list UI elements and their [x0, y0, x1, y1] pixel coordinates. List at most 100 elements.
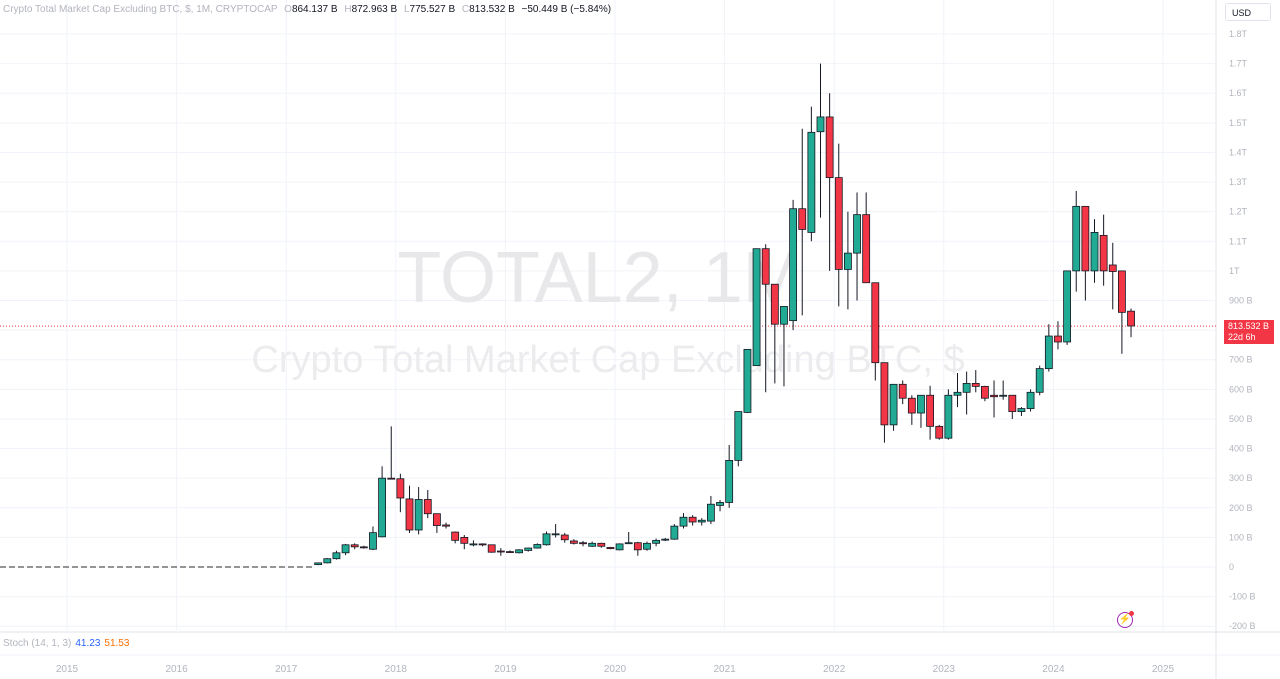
candle-down — [1127, 310, 1135, 327]
y-axis-label: 1.8T — [1229, 29, 1248, 39]
candle-up — [999, 394, 1008, 397]
candle-down — [1108, 264, 1117, 272]
candle-down — [990, 394, 998, 398]
candle-down — [432, 513, 441, 526]
candle-up — [752, 248, 761, 367]
candle-down — [633, 542, 642, 551]
stoch-d-value: 51.53 — [104, 638, 130, 649]
y-axis-label: 1.2T — [1229, 207, 1248, 217]
legend: Crypto Total Market Cap Excluding BTC, $… — [3, 4, 611, 15]
candle-up — [369, 532, 377, 550]
candle-up — [679, 516, 688, 527]
candle-down — [1118, 270, 1126, 313]
y-axis-label: 900 B — [1229, 296, 1253, 306]
x-axis-label: 2016 — [165, 664, 188, 675]
candle-down — [798, 208, 807, 230]
change-value: −50.449 B (−5.84%) — [521, 4, 612, 15]
candle-up — [697, 519, 706, 523]
y-axis-label: 1T — [1229, 266, 1240, 276]
candle-down — [688, 516, 697, 523]
y-axis-label: 0 — [1229, 562, 1234, 572]
candle-up — [1072, 205, 1081, 272]
watermark-description: Crypto Total Market Cap Excluding BTC, $ — [251, 339, 964, 381]
candle-down — [926, 394, 934, 427]
watermark-symbol: TOTAL2, 1M — [397, 238, 802, 318]
close-value: 813.532 B — [469, 4, 515, 15]
y-axis-label: 300 B — [1229, 473, 1253, 483]
candle-down — [359, 546, 368, 549]
stoch-k-value: 41.23 — [75, 638, 101, 649]
candle-down — [770, 283, 779, 325]
y-axis-label: 1.7T — [1229, 59, 1248, 69]
notification-dot-icon — [1129, 611, 1134, 616]
candle-down — [460, 536, 469, 544]
candle-down — [570, 540, 578, 544]
candle-down — [350, 544, 359, 548]
y-axis-label: 500 B — [1229, 414, 1253, 424]
candle-down — [825, 116, 834, 179]
candle-down — [1081, 205, 1090, 272]
candle-up — [414, 499, 423, 531]
y-axis-label: 1.1T — [1229, 236, 1248, 246]
candle-down — [907, 397, 916, 414]
high-label: H — [344, 4, 352, 15]
candle-up — [1026, 391, 1035, 409]
candle-up — [816, 116, 825, 133]
x-axis-label: 2017 — [275, 664, 298, 675]
candle-down — [871, 282, 880, 364]
candle-up — [332, 552, 341, 560]
y-axis-label: 1.6T — [1229, 88, 1248, 98]
candle-up — [624, 542, 633, 545]
candle-down — [442, 524, 450, 527]
candle-up — [551, 533, 560, 536]
candle-down — [506, 551, 514, 554]
candle-down — [478, 543, 487, 546]
candle-down — [862, 214, 871, 284]
low-label: L — [403, 4, 410, 15]
candle-up — [323, 558, 332, 564]
y-axis-label: 700 B — [1229, 355, 1253, 365]
symbol-title[interactable]: Crypto Total Market Cap Excluding BTC, $… — [3, 4, 278, 15]
x-axis-label: 2025 — [1152, 664, 1175, 675]
lightning-icon[interactable]: ⚡ — [1117, 611, 1134, 628]
candle-up — [917, 394, 925, 414]
bar-countdown: 22d 6h — [1228, 332, 1256, 342]
candle-up — [725, 460, 734, 503]
candle-down — [1008, 394, 1017, 412]
high-value: 872.963 B — [351, 4, 398, 15]
candle-up — [314, 562, 323, 566]
x-axis-label: 2022 — [823, 664, 846, 675]
x-axis-label: 2023 — [933, 664, 956, 675]
y-axis-label: 600 B — [1229, 384, 1253, 394]
candle-down — [898, 383, 907, 399]
candle-down — [597, 542, 606, 547]
last-price-value: 813.532 B — [1228, 321, 1270, 331]
candle-up — [661, 538, 670, 541]
y-axis-label: 1.4T — [1229, 147, 1248, 157]
candle-up — [652, 539, 660, 544]
candle-up — [542, 533, 551, 546]
candle-up — [670, 525, 679, 540]
candle-up — [780, 306, 788, 325]
currency-button[interactable]: USD — [1225, 3, 1271, 21]
candle-down — [423, 499, 432, 515]
candle-up — [953, 391, 962, 396]
candle-up — [469, 543, 478, 546]
candle-up — [1035, 368, 1044, 393]
close-label: C — [461, 4, 470, 15]
candle-down — [487, 544, 496, 553]
candle-up — [944, 394, 953, 439]
stoch-name: Stoch (14, 1, 3) — [3, 638, 72, 649]
y-axis-label: -200 B — [1229, 621, 1256, 631]
open-value: 864.137 B — [291, 4, 338, 15]
y-axis-label: 200 B — [1229, 503, 1253, 513]
candle-up — [844, 252, 852, 270]
candle-down — [880, 362, 889, 426]
candle-up — [515, 549, 523, 554]
y-axis-label: 1.5T — [1229, 118, 1248, 128]
candle-up — [524, 547, 533, 551]
candle-down — [451, 531, 460, 541]
stoch-indicator-legend[interactable]: Stoch (14, 1, 3) 41.23 51.53 — [3, 638, 129, 649]
candle-up — [807, 131, 816, 233]
